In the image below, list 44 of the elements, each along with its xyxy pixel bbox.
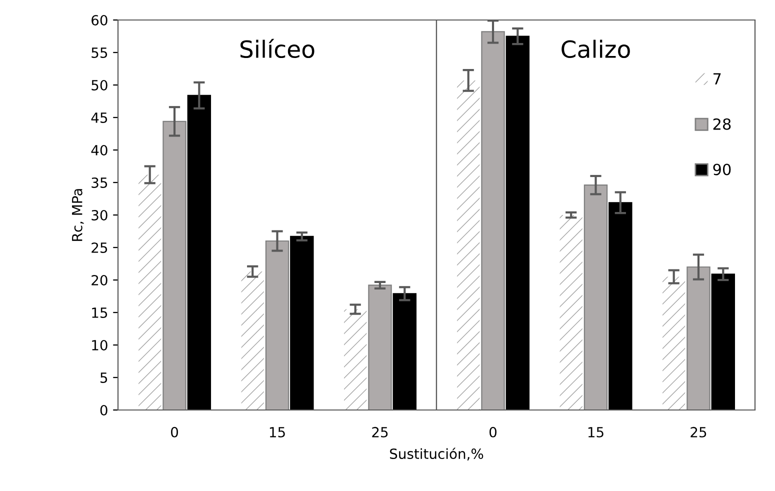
bar — [187, 94, 212, 410]
bar — [265, 240, 290, 410]
bar — [241, 272, 264, 410]
legend-label: 7 — [714, 73, 721, 84]
bar — [584, 184, 608, 410]
bar — [162, 120, 186, 410]
bar — [608, 202, 632, 410]
y-tick-label: 50 — [92, 80, 108, 90]
x-tick-label: 0 — [171, 426, 178, 438]
y-tick-label: 10 — [92, 340, 108, 350]
x-tick-label: 0 — [490, 426, 497, 438]
y-tick-label: 35 — [92, 177, 108, 188]
y-tick-label: 60 — [92, 14, 108, 26]
text: Silíceo — [240, 38, 314, 58]
legend-label: 28 — [713, 118, 731, 130]
x-tick-label: 25 — [372, 426, 388, 438]
bar — [662, 276, 686, 410]
x-tick-label: 15 — [588, 427, 604, 438]
x-tick-label: 25 — [690, 426, 706, 438]
bar — [344, 309, 367, 410]
y-tick-label: 15 — [92, 308, 108, 318]
y-tick-label: 20 — [92, 274, 108, 286]
bar — [506, 36, 530, 410]
bar — [711, 274, 736, 410]
bar — [290, 236, 314, 410]
y-tick-label: 0 — [100, 404, 108, 416]
text: Calizo — [562, 40, 630, 58]
y-tick-label: 25 — [92, 242, 108, 253]
bar — [368, 284, 392, 410]
bar — [481, 31, 505, 410]
y-tick-label: 5 — [100, 372, 108, 383]
bar — [686, 266, 710, 410]
bar — [138, 174, 162, 410]
y-tick-label: 45 — [91, 112, 108, 123]
y-tick-label: 55 — [92, 48, 108, 58]
bar — [392, 293, 417, 410]
legend-label: 90 — [713, 164, 731, 176]
y-axis-title: Rc, MPa — [72, 189, 84, 241]
x-axis-title: Sustitución,% — [390, 448, 484, 460]
bar — [560, 215, 582, 410]
x-tick-label: 15 — [270, 427, 285, 438]
y-tick-label: 40 — [91, 144, 108, 156]
bar — [457, 80, 480, 410]
y-tick-label: 30 — [92, 210, 108, 220]
